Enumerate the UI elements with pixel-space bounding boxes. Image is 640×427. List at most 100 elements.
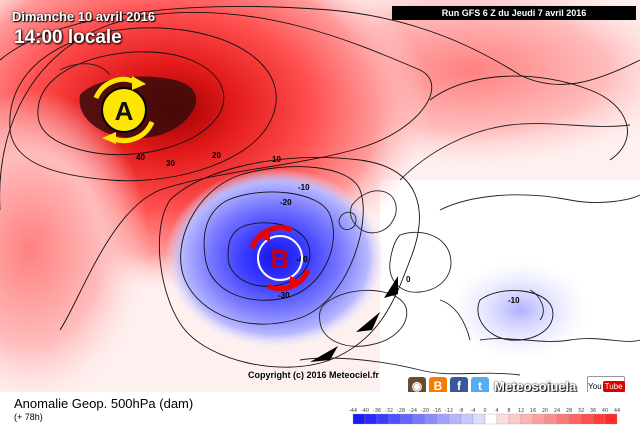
scale-swatch <box>568 413 582 425</box>
scale-tick-label: 16 <box>530 408 536 414</box>
contour-label: -20 <box>280 198 292 207</box>
flow-arrow-icon <box>310 346 338 362</box>
contour-label: -30 <box>278 291 290 300</box>
scale-swatch <box>580 413 594 425</box>
scale-swatch <box>484 413 498 425</box>
scale-swatch <box>592 413 606 425</box>
coast-italy <box>439 299 471 341</box>
scale-tick-label: -20 <box>421 408 429 414</box>
contour-label: -10 <box>298 183 310 192</box>
valid-date: Dimanche 10 avril 2016 <box>12 9 156 24</box>
scale-tick-label: -32 <box>385 408 393 414</box>
brand-name: Meteosojuela <box>494 378 577 394</box>
scale-labels: -44 -40 -36 -32 -28 -24 -20 -16 -12 -8 -4 0 4 8 12 16 20… <box>349 408 620 414</box>
scale-swatch <box>472 413 486 425</box>
coast-iberia <box>319 289 408 347</box>
field-name: Anomalie Geop. 500hPa (dam) <box>14 396 194 411</box>
coast-scandinavia <box>399 123 631 181</box>
scale-tick-label: -12 <box>445 408 453 414</box>
scale-swatch <box>412 413 426 425</box>
scale-tick-label: -4 <box>471 408 476 414</box>
rotation-arrow-icon <box>110 120 155 144</box>
contour-label: 0 <box>406 275 411 284</box>
copyright-notice: Copyright (c) 2016 Meteociel.fr <box>248 370 380 380</box>
negative-anomaly-field <box>165 168 385 348</box>
arrowhead-icon <box>258 228 270 242</box>
contour-label: 10 <box>272 155 281 164</box>
coast-greenland <box>59 63 111 76</box>
scale-swatch <box>436 413 450 425</box>
scale-tick-label: 44 <box>614 408 620 414</box>
contour-label: 20 <box>212 151 221 160</box>
scale-swatch <box>388 413 402 425</box>
scale-swatch <box>376 413 390 425</box>
low-letter: B <box>271 244 290 274</box>
scale-boxes <box>352 413 618 425</box>
positive-anomaly-west <box>0 90 150 410</box>
scale-swatch <box>400 413 414 425</box>
scale-tick-label: -8 <box>459 408 464 414</box>
scale-swatch <box>448 413 462 425</box>
youtube-tube: Tube <box>602 380 625 392</box>
coast-baltic <box>439 194 640 211</box>
flow-arrow-icon <box>356 312 380 332</box>
scale-tick-label: -40 <box>361 408 369 414</box>
scale-swatch <box>460 413 474 425</box>
scale-tick-label: 28 <box>566 408 572 414</box>
arrowhead-icon <box>102 132 116 144</box>
scale-tick-label: -16 <box>433 408 441 414</box>
youtube-you: You <box>588 381 602 391</box>
high-letter: A <box>115 96 134 126</box>
scale-swatch <box>424 413 438 425</box>
contour-label: -10 <box>508 296 520 305</box>
scale-tick-label: -44 <box>349 408 357 414</box>
scale-tick-label: 8 <box>507 408 510 414</box>
facebook-icon[interactable]: f <box>450 377 468 395</box>
forecast-lead: (+ 78h) <box>14 412 43 422</box>
coast-france <box>389 231 452 293</box>
negative-anomaly-east <box>450 260 590 360</box>
contour-label: 40 <box>136 153 145 162</box>
scale-tick-label: 12 <box>518 408 524 414</box>
model-run: Run GFS 6 Z du Jeudi 7 avril 2016 <box>392 6 636 20</box>
twitter-icon[interactable]: t <box>471 377 489 395</box>
arrowhead-icon <box>290 276 302 290</box>
contour-lines <box>0 6 640 368</box>
scale-tick-label: -36 <box>373 408 381 414</box>
scale-tick-label: 24 <box>554 408 560 414</box>
scale-tick-label: 0 <box>483 408 486 414</box>
scale-swatch <box>364 413 378 425</box>
coast-greece <box>529 289 544 321</box>
scale-tick-label: 4 <box>495 408 498 414</box>
scale-tick-label: -28 <box>397 408 405 414</box>
coast-balkans <box>479 338 640 342</box>
blogger-icon[interactable]: B <box>429 377 447 395</box>
scale-swatch <box>532 413 546 425</box>
arrowhead-icon <box>132 76 146 90</box>
scale-swatch <box>508 413 522 425</box>
scale-swatch <box>544 413 558 425</box>
low-pressure-center: B <box>249 225 311 292</box>
instagram-icon[interactable]: ◉ <box>408 377 426 395</box>
scale-swatch <box>604 413 618 425</box>
high-marker <box>101 87 147 133</box>
scale-swatch <box>556 413 570 425</box>
coast-ireland <box>338 211 357 231</box>
scale-tick-label: 40 <box>602 408 608 414</box>
scale-tick-label: 36 <box>590 408 596 414</box>
scale-tick-label: 20 <box>542 408 548 414</box>
rotation-arrow-icon <box>93 76 138 100</box>
high-pressure-center: A <box>93 76 155 144</box>
scale-swatch <box>352 413 366 425</box>
scale-tick-label: 32 <box>578 408 584 414</box>
color-scale: -44 -40 -36 -32 -28 -24 -20 -16 -12 -8 -4 0 4 8 12 16 20… <box>349 408 620 425</box>
low-marker <box>257 235 303 281</box>
scale-tick-label: -24 <box>409 408 417 414</box>
valid-time: 14:00 locale <box>14 27 122 48</box>
flow-arrow-icon <box>384 276 398 298</box>
contour-label: 30 <box>166 159 175 168</box>
scale-swatch <box>520 413 534 425</box>
scale-swatch <box>496 413 510 425</box>
